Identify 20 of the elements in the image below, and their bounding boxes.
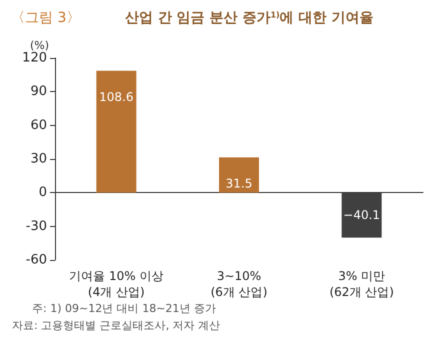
text: 주: 1) 09~12년 대비 18~21년 증가 — [32, 302, 216, 315]
data-label: −40.1 — [343, 208, 380, 222]
chart-subtitle: 〈그림 3〉 — [11, 10, 80, 26]
y-axis-title: (%) — [30, 39, 50, 52]
text: 자료: 고용형태별 근로실태조사, 저자 계산 — [12, 319, 220, 332]
bar — [96, 70, 136, 193]
data-label: 108.6 — [99, 90, 134, 104]
y-tick-label: 90 — [30, 84, 47, 100]
y-tick-label: 120 — [22, 50, 47, 66]
y-tick-label: -30 — [26, 218, 47, 234]
y-tick-label: 60 — [30, 118, 47, 133]
bar — [219, 157, 259, 193]
x-tick-label: 3~10% (6개 산업) — [210, 269, 268, 299]
x-tick-label: 기여율 10% 이상 (4개 산업) — [69, 269, 164, 299]
x-tick-label: 3% 미만 (62개 산업) — [329, 269, 394, 299]
y-tick-label: 30 — [30, 152, 47, 166]
data-label: 31.5 — [226, 176, 252, 190]
y-tick-label: -60 — [26, 252, 47, 268]
y-tick-label: 0 — [38, 185, 47, 200]
bar — [342, 192, 382, 238]
